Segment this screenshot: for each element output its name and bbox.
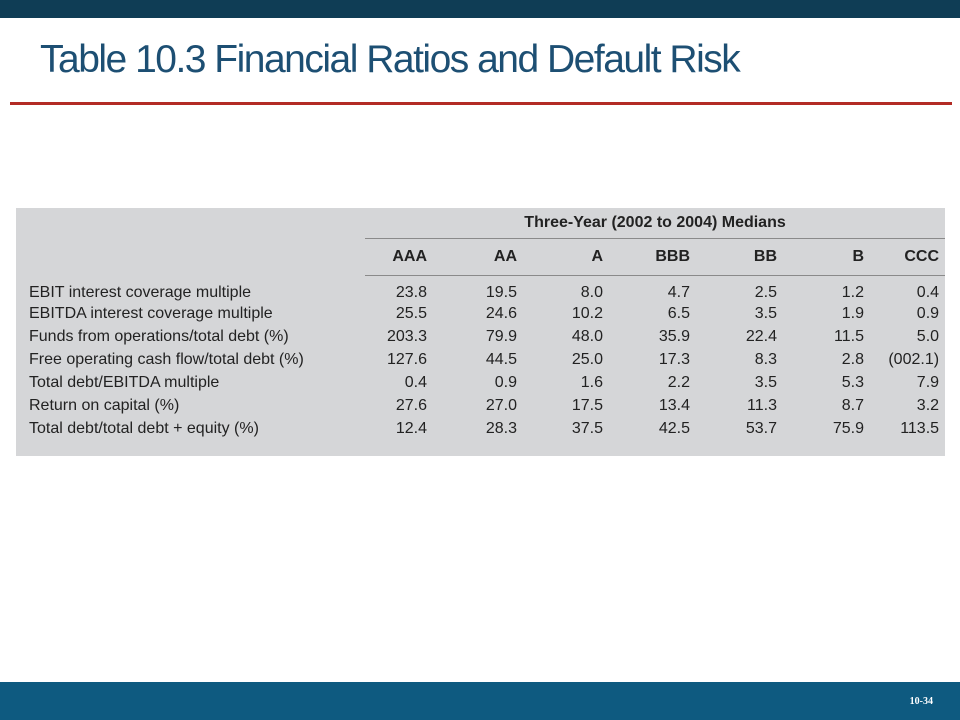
table-cell: 25.5 — [395, 304, 427, 322]
table-cell: 8.7 — [841, 396, 864, 414]
table-cell: 5.3 — [841, 373, 864, 391]
bottom-banner: 10-34 — [0, 682, 960, 720]
table-cell: 127.6 — [386, 350, 427, 368]
table-cell: 25.0 — [571, 350, 603, 368]
rating-header-bbb: BBB — [609, 238, 696, 276]
title-divider — [10, 102, 952, 105]
table-cell: 113.5 — [900, 419, 940, 437]
table-cell: 37.5 — [571, 419, 603, 437]
table-cell: 2.5 — [754, 284, 777, 301]
table-cell: 5.0 — [916, 327, 940, 345]
row-label: Total debt/total debt + equity (%) — [29, 419, 259, 437]
table-cell: 0.9 — [494, 373, 517, 391]
table-cell: 42.5 — [658, 419, 690, 437]
table-cell: 7.9 — [916, 373, 940, 391]
header-spacer — [16, 208, 365, 239]
table-cell: 44.5 — [485, 350, 517, 368]
table-cell: 17.3 — [658, 350, 690, 368]
table-row: Free operating cash flow/total debt (%) … — [16, 348, 945, 371]
table-cell: 11.5 — [834, 327, 864, 345]
row-label: Total debt/EBITDA multiple — [29, 373, 220, 391]
table-cell: 28.3 — [485, 419, 517, 437]
row-label: EBIT interest coverage multiple — [29, 283, 252, 301]
top-banner — [0, 0, 960, 18]
spanning-header: Three-Year (2002 to 2004) Medians — [365, 208, 946, 239]
rating-header-bb: BB — [696, 238, 783, 276]
table-cell: 2.2 — [667, 373, 690, 391]
ratio-table-panel: Three-Year (2002 to 2004) Medians AAA AA… — [16, 208, 946, 456]
table-row: EBIT interest coverage multiple 23.8 19.… — [16, 276, 945, 303]
row-label: Return on capital (%) — [29, 396, 180, 414]
table-cell: 13.4 — [658, 396, 690, 414]
table-cell: 23.8 — [395, 284, 427, 301]
table-cell: 2.8 — [841, 350, 864, 368]
rating-header-row: AAA AA A BBB BB B CCC — [16, 238, 946, 276]
row-label: EBITDA interest coverage multiple — [29, 304, 273, 322]
table-cell: 53.7 — [745, 419, 777, 437]
table-cell: 203.3 — [386, 327, 427, 345]
table-cell: 8.3 — [754, 350, 777, 368]
table-cell: 48.0 — [571, 327, 603, 345]
table-cell: 12.4 — [395, 419, 427, 437]
table-cell: 3.2 — [916, 396, 940, 414]
table-cell: 4.7 — [667, 284, 690, 301]
rating-header-ccc: CCC — [870, 238, 946, 276]
table-cell: 35.9 — [658, 327, 690, 345]
rating-header-b: B — [783, 238, 870, 276]
table-cell: 1.6 — [580, 373, 603, 391]
table-cell: 0.4 — [404, 373, 427, 391]
table-cell: (002.1) — [888, 350, 940, 368]
table-cell: 1.2 — [841, 284, 864, 301]
table-cell: 3.5 — [754, 304, 777, 322]
table-cell: 79.9 — [485, 327, 517, 345]
table-cell: 19.5 — [485, 284, 517, 301]
table-cell: 11.3 — [747, 396, 777, 414]
table-row: Total debt/EBITDA multiple 0.4 0.9 1.6 2… — [16, 371, 945, 394]
slide-number: 10-34 — [909, 696, 933, 707]
table-cell: 75.9 — [832, 419, 864, 437]
table-cell: 0.9 — [916, 304, 940, 322]
table-cell: 1.9 — [841, 304, 864, 322]
row-label: Free operating cash flow/total debt (%) — [29, 350, 304, 368]
table-cell: 17.5 — [571, 396, 603, 414]
spanning-header-row: Three-Year (2002 to 2004) Medians — [16, 208, 946, 239]
ratio-table: Three-Year (2002 to 2004) Medians AAA AA… — [16, 208, 946, 440]
table-cell: 27.6 — [395, 396, 427, 414]
rating-header-aaa: AAA — [365, 238, 433, 276]
rating-header-aa: AA — [433, 238, 523, 276]
rating-header-a: A — [523, 238, 609, 276]
table-cell: 10.2 — [571, 304, 603, 322]
slide-title: Table 10.3 Financial Ratios and Default … — [40, 38, 741, 81]
table-cell: 27.0 — [485, 396, 517, 414]
row-label-header — [16, 239, 365, 276]
table-cell: 24.6 — [485, 304, 517, 322]
table-cell: 3.5 — [754, 373, 777, 391]
table-row: EBITDA interest coverage multiple 25.5 2… — [16, 302, 945, 325]
table-cell: 8.0 — [580, 284, 603, 301]
table-row: Total debt/total debt + equity (%) 12.4 … — [16, 417, 945, 440]
row-label: Funds from operations/total debt (%) — [29, 327, 289, 345]
table-row: Return on capital (%) 27.6 27.0 17.5 13.… — [16, 394, 945, 417]
table-cell: 22.4 — [745, 327, 777, 345]
table-cell: 0.4 — [916, 284, 940, 301]
table-cell: 6.5 — [667, 304, 690, 322]
table-row: Funds from operations/total debt (%) 203… — [16, 325, 945, 348]
